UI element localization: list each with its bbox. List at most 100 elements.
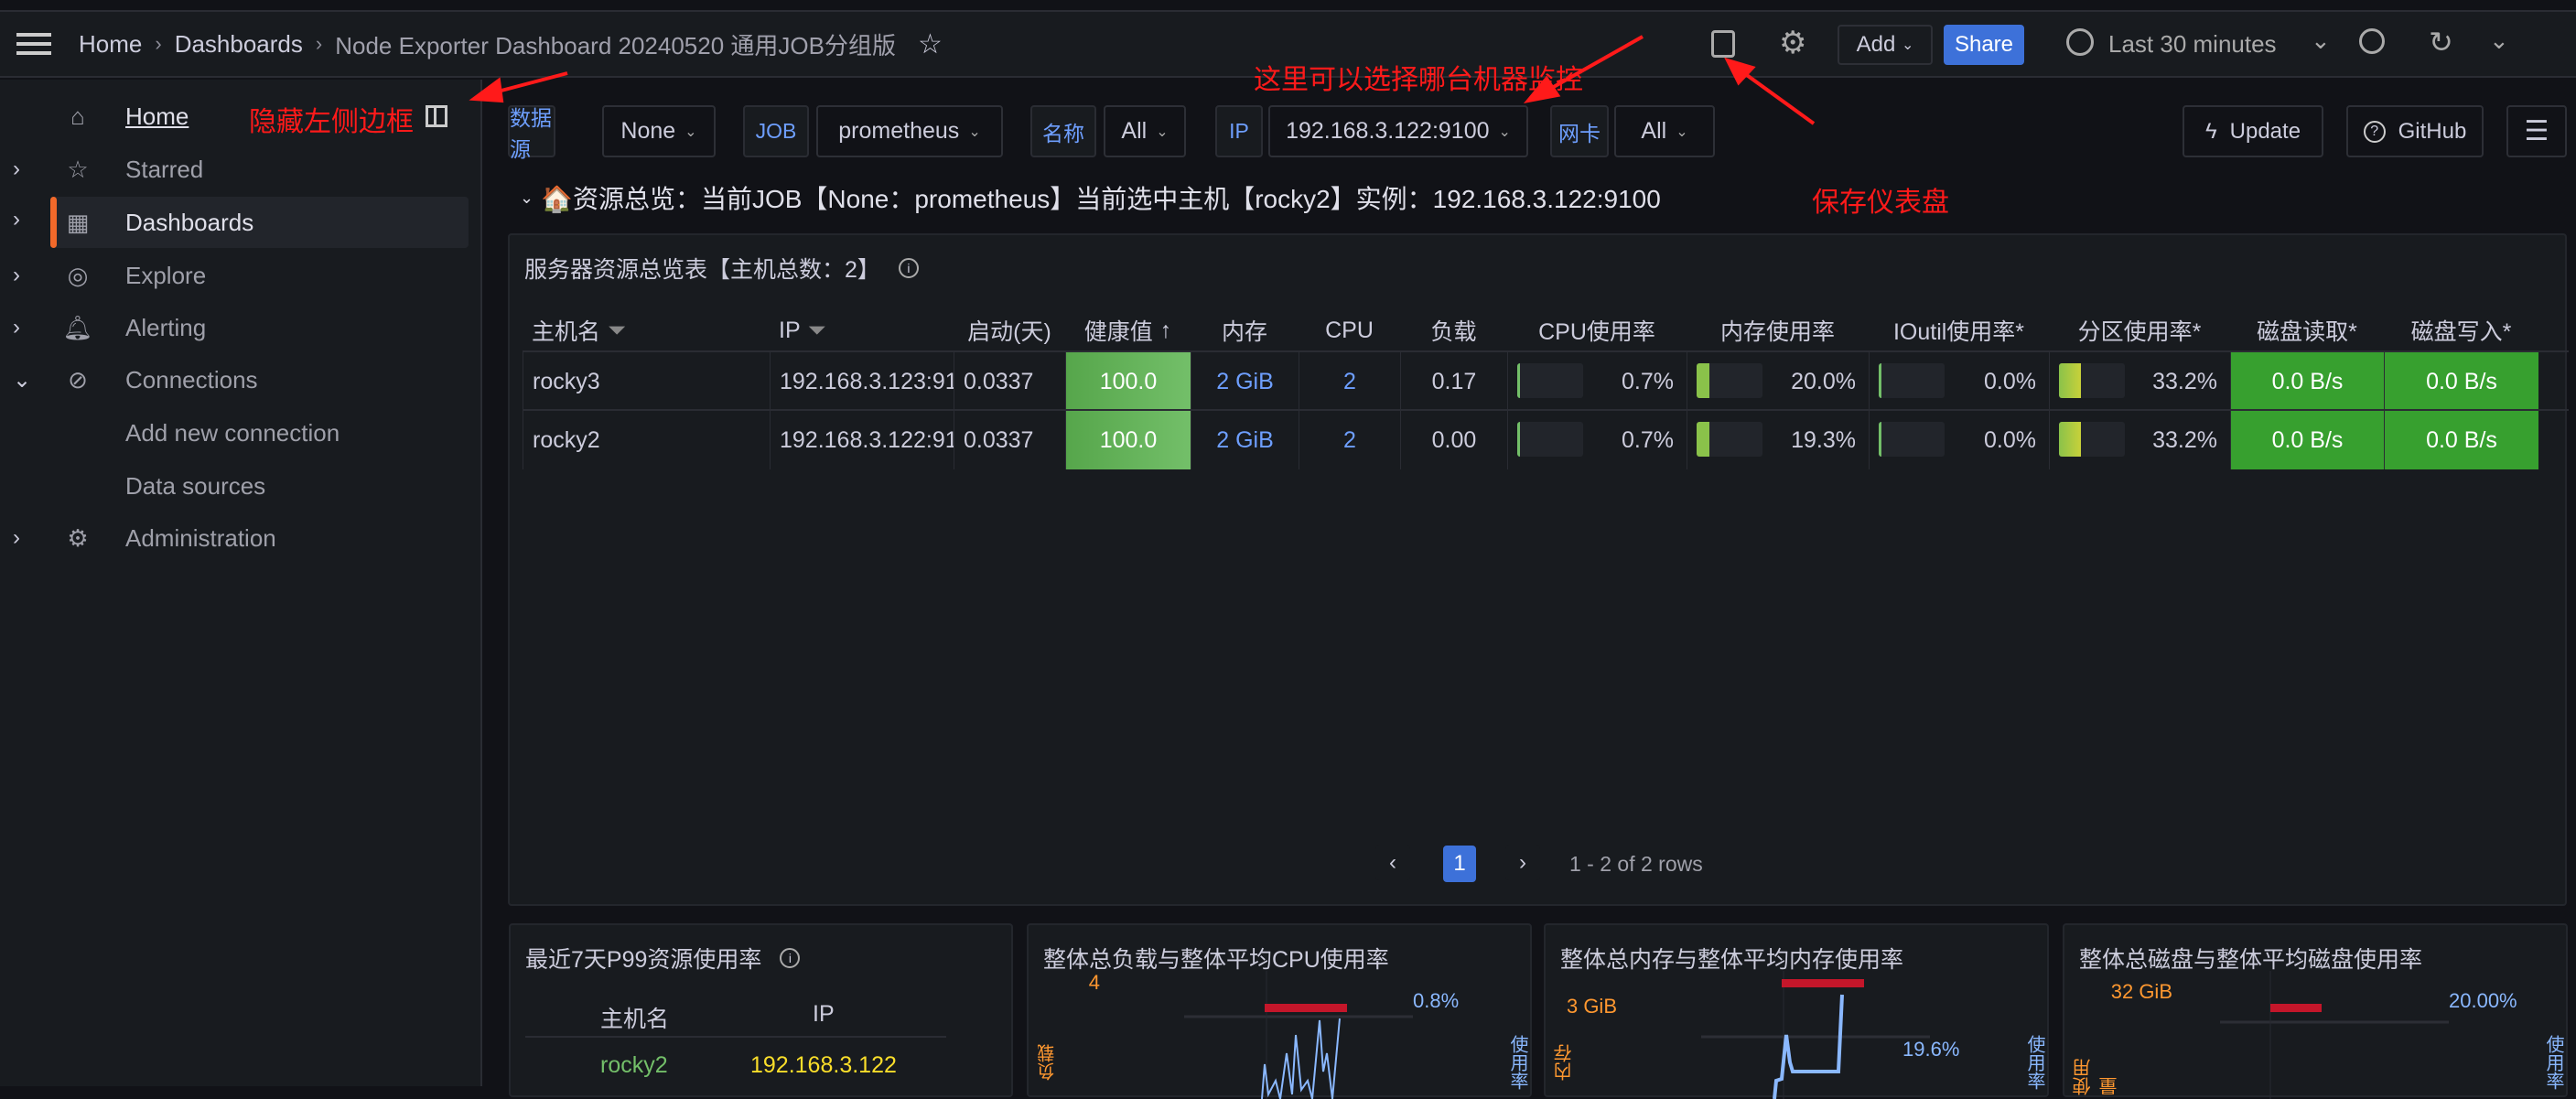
menu-icon[interactable] (16, 33, 51, 55)
sidebar-item-label: Explore (125, 261, 207, 289)
table-cell: 192.168.3.123:91 (770, 352, 954, 411)
usage-bar (1697, 363, 1762, 398)
bell-icon: 🔔︎ (62, 313, 93, 341)
variable-value: 192.168.3.122:9100 (1286, 118, 1490, 144)
dock-sidebar-icon[interactable] (426, 105, 447, 127)
sidebar-item-data-sources[interactable]: Data sources (0, 460, 469, 512)
ip-value: 192.168.3.123:91 (780, 368, 954, 394)
github-link-button[interactable]: ? GitHub (2346, 105, 2484, 157)
uptime-value: 0.0337 (964, 426, 1034, 453)
column-header-label: 启动(天) (967, 319, 1051, 345)
disk-read-value: 0.0 B/s (2271, 368, 2344, 394)
variable-select-name[interactable]: All ⌄ (1104, 105, 1186, 157)
table-cell: 33.2% (2049, 411, 2230, 469)
add-button[interactable]: Add ⌄ (1838, 25, 1933, 65)
usage-bar (1517, 422, 1583, 457)
column-header[interactable]: 分区使用率* (2049, 310, 2230, 350)
sidebar-item-label: Home (125, 102, 189, 130)
variable-select-ip[interactable]: 192.168.3.122:9100 ⌄ (1268, 105, 1528, 157)
variable-label-datasource: 数据源 (508, 105, 555, 161)
disk-read-value: 0.0 B/s (2271, 426, 2344, 453)
chevron-down-icon[interactable]: ⌄ (520, 188, 534, 207)
save-icon[interactable] (1711, 30, 1735, 58)
time-range-picker[interactable]: Last 30 minutes (2108, 30, 2277, 58)
column-header[interactable]: 负载 (1400, 310, 1507, 350)
breadcrumb-home[interactable]: Home (79, 29, 143, 58)
variable-select-job[interactable]: prometheus ⌄ (816, 105, 1003, 157)
chevron-right-icon[interactable]: › (13, 525, 20, 550)
info-icon[interactable]: i (898, 258, 919, 278)
disk-write-value: 0.0 B/s (2426, 426, 2497, 453)
panel-header: 整体总磁盘与整体平均磁盘使用率 (2079, 942, 2422, 975)
filter-icon[interactable]: ⏷ (608, 317, 627, 343)
column-header[interactable]: 内存 (1191, 310, 1299, 350)
info-icon[interactable]: i (780, 948, 801, 968)
panel-title: 服务器资源总览表【主机总数：2】 (524, 257, 880, 283)
column-header[interactable]: CPU (1299, 310, 1400, 350)
top-bar: Home › Dashboards › Node Exporter Dashboar… (0, 12, 2576, 78)
column-header[interactable]: 磁盘读取* (2230, 310, 2384, 350)
panel-title: 整体总磁盘与整体平均磁盘使用率 (2079, 947, 2423, 973)
column-header[interactable]: IOutil使用率* (1869, 310, 2049, 350)
sidebar-item-label: Connections (125, 365, 258, 393)
column-header-ip[interactable]: IP (813, 1001, 835, 1027)
column-header[interactable]: 磁盘写入* (2384, 310, 2538, 350)
column-header[interactable]: CPU使用率 (1507, 310, 1687, 350)
variable-value: prometheus (838, 118, 960, 144)
sidebar-item-dashboards[interactable]: ▦ Dashboards (50, 197, 469, 248)
column-header[interactable]: 内存使用率 (1687, 310, 1869, 350)
column-header-host[interactable]: 主机名 (600, 1007, 670, 1032)
variable-select-nic[interactable]: All ⌄ (1614, 105, 1715, 157)
sidebar-item-administration[interactable]: › ⚙ Administration (0, 512, 469, 564)
gear-icon[interactable]: ⚙ (1779, 26, 1807, 60)
sidebar: ⌂ Home › ☆ Starred › ▦ Dashboards › ◎ Explore … (0, 80, 482, 1086)
star-icon[interactable]: ☆ (917, 28, 943, 59)
pagination-next-button[interactable]: › (1505, 846, 1540, 880)
chevron-down-icon[interactable]: ⌄ (2489, 27, 2509, 54)
row-header[interactable]: ⌄ 🏠资源总览：当前JOB【None：prometheus】当前选中主机【roc… (520, 179, 1661, 216)
column-header[interactable]: 主机名 ⏷ (523, 310, 770, 350)
table-cell: 0.7% (1507, 411, 1687, 469)
dashboard-links-menu-button[interactable]: ☰ (2506, 105, 2567, 157)
chevron-right-icon[interactable]: › (13, 207, 20, 232)
memory-value: 2 GiB (1216, 426, 1274, 453)
sidebar-item-alerting[interactable]: › 🔔︎ Alerting (0, 302, 469, 353)
column-header[interactable]: IP ⏷ (770, 310, 954, 350)
table-cell: 0.0 B/s (2384, 411, 2538, 469)
breadcrumb-dashboards[interactable]: Dashboards (174, 29, 303, 58)
table-cell: 0.0 B/s (2384, 352, 2538, 411)
sidebar-item-connections[interactable]: ⌄ ⊘ Connections (0, 354, 469, 405)
variable-label-job: JOB (743, 105, 809, 157)
pagination-page-1[interactable]: 1 (1443, 846, 1476, 882)
link-icon: ⊘ (68, 365, 88, 393)
chevron-down-icon[interactable]: ⌄ (2311, 27, 2331, 54)
chevron-right-icon: › (315, 32, 323, 55)
chevron-right-icon[interactable]: › (13, 263, 20, 287)
pagination-prev-button[interactable]: ‹ (1375, 846, 1410, 880)
filter-icon[interactable]: ⏷ (807, 317, 826, 343)
column-header-label: 磁盘读取* (2257, 319, 2357, 345)
sidebar-item-add-new-connection[interactable]: Add new connection (0, 407, 469, 458)
sidebar-item-home[interactable]: ⌂ Home (0, 91, 469, 142)
sidebar-item-explore[interactable]: › ◎ Explore (0, 250, 469, 301)
annotation-select-machine: 这里可以选择哪台机器监控 (1254, 65, 1583, 95)
avg-series-line (1773, 994, 1844, 1099)
table-cell: 0.0 B/s (2230, 352, 2384, 411)
usage-percent: 0.7% (1622, 368, 1674, 394)
update-link-button[interactable]: ϟ Update (2183, 105, 2323, 157)
usage-percent: 0.7% (1622, 426, 1674, 453)
column-header[interactable]: 启动(天) (954, 310, 1065, 350)
panel-title: 整体总负载与整体平均CPU使用率 (1043, 947, 1389, 973)
variable-select-datasource[interactable]: None ⌄ (602, 105, 716, 157)
column-header-label: 负载 (1430, 319, 1477, 345)
chevron-right-icon[interactable]: › (13, 315, 20, 339)
zoom-out-icon[interactable] (2359, 28, 2385, 54)
column-header[interactable]: 健康值 ↑ (1065, 310, 1191, 350)
column-header-label: 分区使用率* (2077, 319, 2202, 345)
usage-bar (1879, 363, 1945, 398)
chevron-down-icon[interactable]: ⌄ (13, 367, 32, 393)
chevron-right-icon[interactable]: › (13, 156, 20, 181)
share-button[interactable]: Share (1944, 25, 2024, 65)
sidebar-item-starred[interactable]: › ☆ Starred (0, 144, 469, 195)
refresh-icon[interactable]: ↻ (2429, 26, 2453, 59)
